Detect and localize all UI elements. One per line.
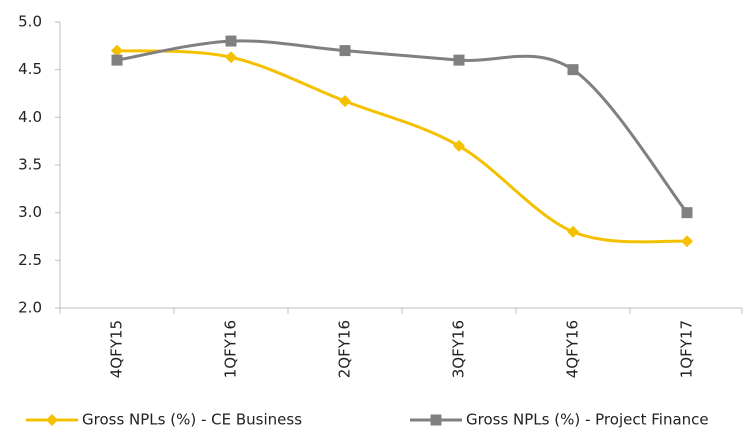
point-marker	[111, 44, 123, 57]
y-tick-label: 3.0	[18, 203, 42, 221]
x-tick-label: 1QFY17	[678, 320, 696, 378]
point-marker	[111, 54, 123, 66]
y-tick-label: 2.5	[18, 251, 42, 269]
y-tick-label: 4.0	[18, 108, 42, 126]
legend-label: Gross NPLs (%) - Project Finance	[466, 411, 709, 429]
point-marker	[46, 414, 58, 426]
legend-label: Gross NPLs (%) - CE Business	[82, 411, 302, 429]
point-marker	[225, 51, 237, 64]
series-line	[116, 39, 689, 214]
y-tick-label: 5.0	[18, 13, 42, 31]
point-marker	[339, 95, 351, 108]
y-tick-label: 2.0	[18, 299, 42, 317]
point-marker	[453, 54, 465, 66]
point-marker	[339, 45, 351, 57]
y-tick-label: 3.5	[18, 156, 42, 174]
x-tick-label: 3QFY16	[450, 320, 468, 378]
y-tick-label: 4.5	[18, 60, 42, 78]
point-marker	[681, 207, 693, 219]
point-marker	[430, 414, 442, 426]
x-tick-label: 4QFY16	[564, 320, 582, 378]
x-tick-label: 1QFY16	[222, 320, 240, 378]
point-marker	[567, 64, 579, 76]
point-marker	[567, 225, 579, 238]
x-tick-label: 2QFY16	[336, 320, 354, 378]
point-marker	[453, 139, 465, 152]
x-tick-label: 4QFY15	[108, 320, 126, 378]
point-marker	[681, 235, 693, 248]
point-marker	[225, 35, 237, 47]
series-line	[116, 49, 688, 244]
